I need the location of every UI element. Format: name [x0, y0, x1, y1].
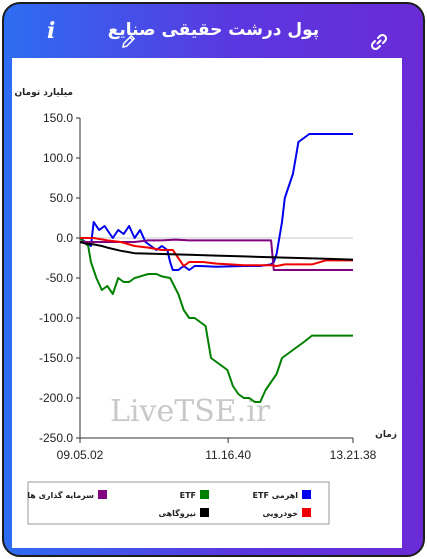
- legend-swatch: [200, 508, 209, 517]
- x-tick-label: 11.16.40: [205, 448, 251, 462]
- series-line-4: [79, 241, 354, 261]
- series-line-1: [79, 237, 353, 403]
- chart-panel: میلیارد تومان زمان LiveTSE.ir 150.0 100.0…: [12, 58, 402, 548]
- y-tick-label: 0.0: [56, 231, 73, 245]
- chart-series-lines: [79, 133, 354, 403]
- chart-svg: میلیارد تومان زمان LiveTSE.ir 150.0 100.0…: [14, 88, 397, 525]
- y-tick-label: 150.0: [43, 111, 73, 125]
- chart-axes: 150.0 100.0 50.0 0.0 -50.0 -100.0 -150.0 -200.0…: [39, 111, 377, 462]
- x-axis-label: زمان: [375, 430, 397, 440]
- header-bar: i پول درشت حقیقی صنایع: [4, 4, 423, 58]
- info-icon[interactable]: i: [47, 18, 56, 44]
- y-tick-label: -250.0: [39, 431, 73, 445]
- legend-swatch: [302, 508, 311, 517]
- pencil-icon[interactable]: [121, 34, 136, 49]
- y-tick-label: 100.0: [43, 151, 73, 165]
- y-tick-label: -200.0: [39, 391, 73, 405]
- series-line-3: [80, 237, 353, 267]
- series-line-2: [80, 238, 353, 271]
- x-tick-label: 09.05.02: [57, 448, 104, 462]
- y-tick-label: 50.0: [50, 191, 74, 205]
- y-axis-unit-label: میلیارد تومان: [14, 88, 73, 98]
- legend-entry-label[interactable]: نیروگاهی: [158, 508, 196, 518]
- y-tick-label: -50.0: [46, 271, 74, 285]
- legend-entry-label[interactable]: ETF: [180, 491, 196, 500]
- watermark-text: LiveTSE.ir: [110, 394, 271, 429]
- legend-swatch: [200, 490, 209, 499]
- legend-swatch: [98, 490, 107, 499]
- y-tick-label: -150.0: [39, 351, 73, 365]
- legend-swatch: [302, 490, 311, 499]
- legend-entry-label[interactable]: خودرویی: [262, 509, 298, 518]
- legend-box: [27, 481, 330, 525]
- link-icon[interactable]: [370, 33, 388, 51]
- legend-entry-label[interactable]: سرمایه گذاری ها: [27, 490, 94, 500]
- y-tick-label: -100.0: [39, 311, 73, 325]
- series-line-0: [79, 133, 353, 271]
- chart-legend: ETF اهرمی ETF سرمایه گذاری ها خودرویی نیروگا…: [27, 481, 330, 525]
- page-title: پول درشت حقیقی صنایع: [107, 20, 320, 40]
- x-tick-label: 13.21.38: [330, 448, 377, 462]
- legend-entry-label[interactable]: ETF اهرمی: [253, 491, 299, 500]
